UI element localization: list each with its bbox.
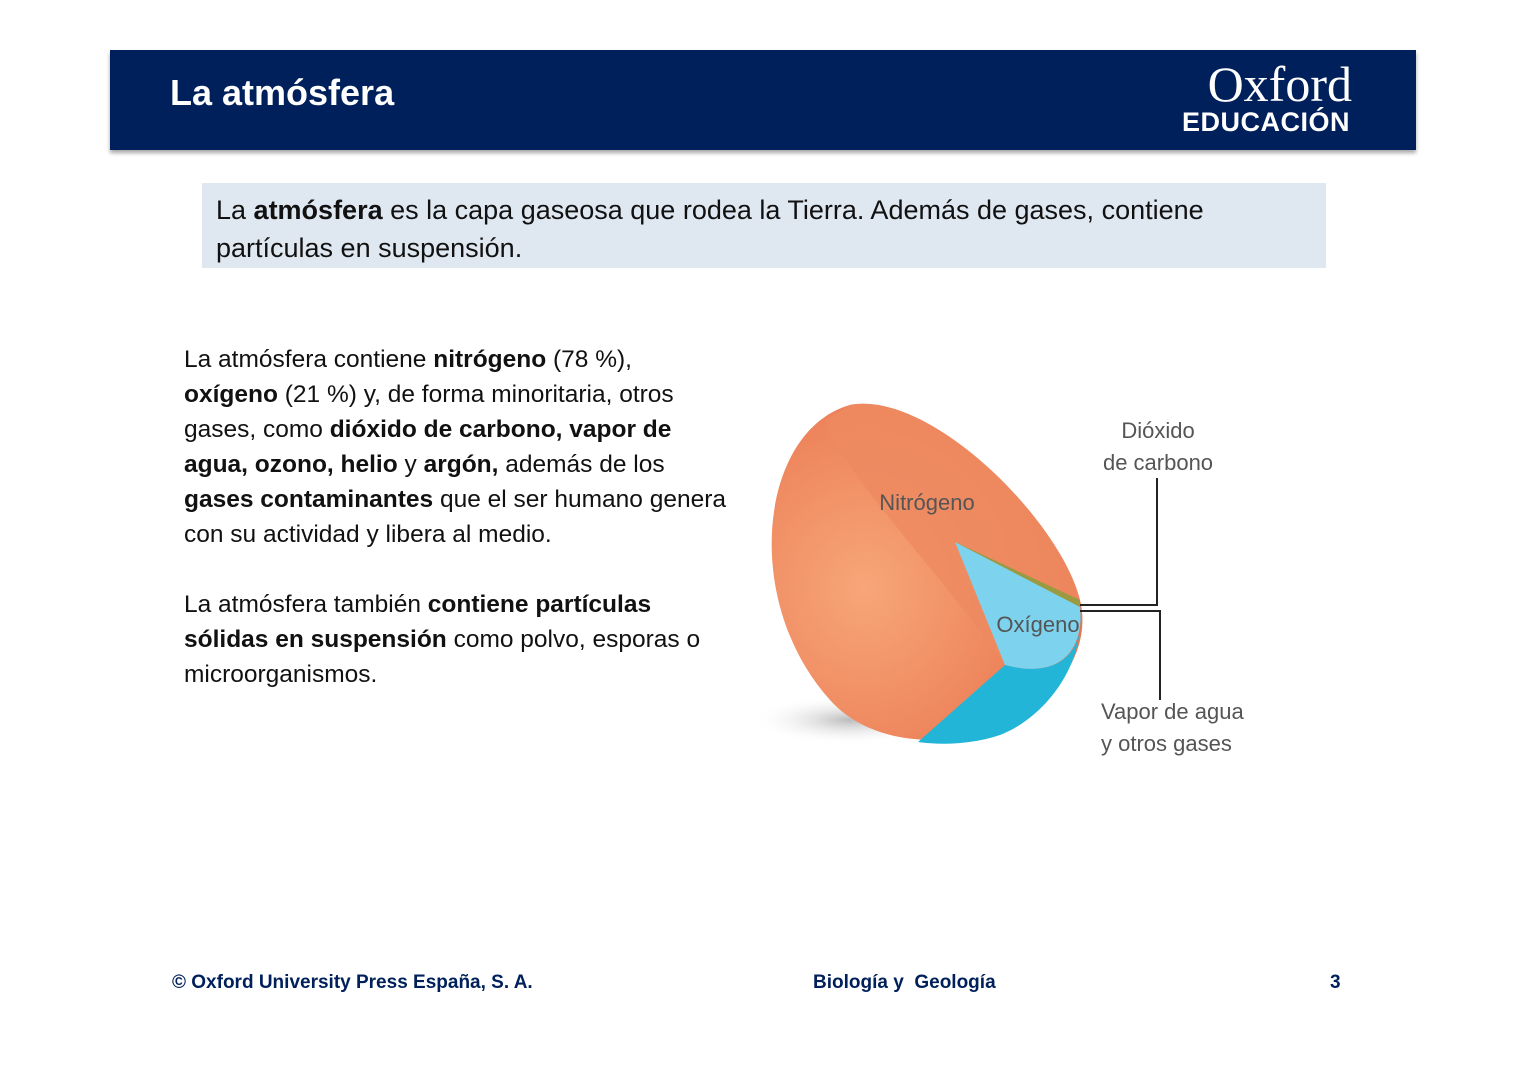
label-nitrogen: Nitrógeno [879,490,974,515]
header-bar: La atmósfera Oxford EDUCACIÓN [110,50,1416,150]
bold-text: dióxido de carbono, vapor de agua, ozono… [184,416,672,478]
text: es la capa gaseosa que rodea la Tierra. … [216,195,1204,263]
paragraph: La atmósfera contiene nitrógeno (78 %), … [184,342,729,552]
slide-title: La atmósfera [170,72,395,113]
oxygen-side [918,610,1081,744]
logo: Oxford [1207,56,1352,112]
text: como polvo, esporas o microorganismos. [184,626,701,688]
bold-text: atmósfera [253,195,383,225]
text: La atmósfera también [184,591,428,618]
intro-box: La atmósfera es la capa gaseosa que rode… [202,183,1326,268]
paragraph: La atmósfera también contiene partículas… [184,587,729,692]
text: La atmósfera contiene [184,346,434,373]
label-vapor: Vapor de agua [1101,699,1244,724]
footer-left: © Oxford University Press España, S. A. [172,972,533,993]
bold-text: contiene partículas sólidas en suspensió… [184,591,652,653]
footer-center: Biología y Geología [813,972,996,993]
body-text: La atmósfera contiene nitrógeno (78 %), … [184,342,729,727]
bold-text: oxígeno [184,381,278,408]
oxygen-top [955,542,1081,669]
text: además de los [498,451,665,478]
text: y [397,451,424,478]
text: que el ser humano genera con su activida… [184,486,727,548]
page-number: 3 [1330,972,1341,993]
label-oxygen: Oxígeno [996,612,1079,637]
label-co2: Dióxido [1121,418,1194,443]
label-vapor: y otros gases [1101,731,1232,756]
label-co2: de carbono [1103,450,1213,475]
bold-text: nitrógeno [433,346,547,373]
other-gases [955,542,1080,607]
text: (21 %) y, de forma minoritaria, otros ga… [184,381,674,443]
logo-sub: EDUCACIÓN [1181,107,1350,137]
bold-text: gases contaminantes [184,486,434,513]
bold-text: argón, [423,451,499,478]
text: La [216,195,254,225]
leader-lines [1080,478,1161,700]
text: (78 %), [546,346,632,373]
